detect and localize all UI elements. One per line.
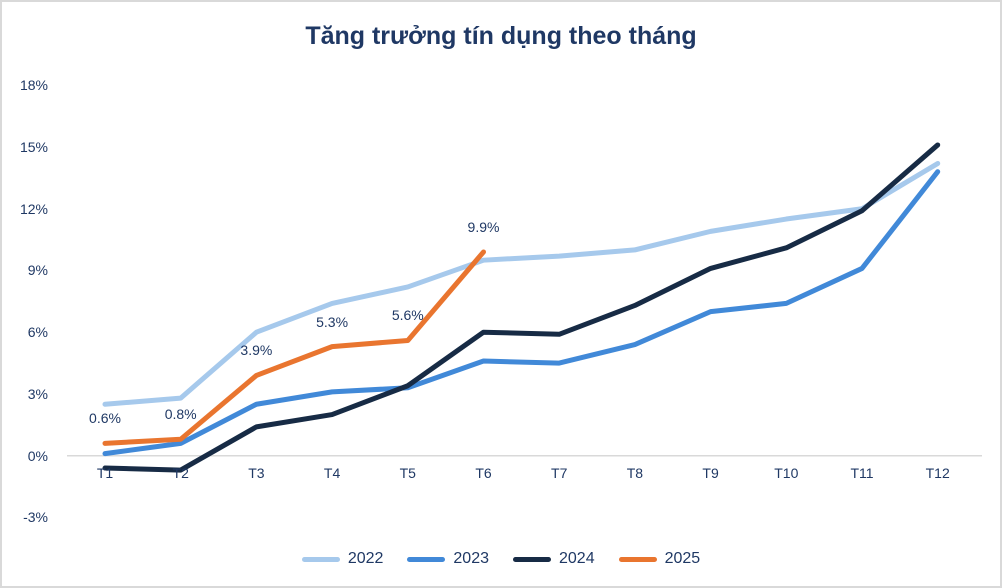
series-line-2024: [102, 142, 941, 473]
x-tick-label: T4: [323, 465, 341, 481]
y-tick-label: 18%: [19, 77, 48, 94]
legend-item-2023: 2023: [407, 550, 489, 568]
legend-label-2025: 2025: [664, 550, 701, 567]
x-tick-label: T3: [248, 465, 265, 481]
data-label: 5.6%: [391, 307, 424, 324]
legend-item-2025: 2025: [618, 550, 701, 568]
y-tick-label: -3%: [23, 509, 48, 526]
x-tick-label: T8: [626, 465, 644, 481]
data-label: 0.6%: [89, 410, 121, 427]
y-tick-label: 9%: [27, 262, 48, 279]
series-line-2025: [102, 249, 486, 446]
chart-title: Tăng trưởng tín dụng theo tháng: [305, 22, 697, 50]
legend-item-2024: 2024: [513, 550, 595, 568]
legend-swatch-2025: [618, 556, 657, 562]
y-tick-label: 12%: [19, 200, 48, 217]
legend-label-2024: 2024: [559, 550, 595, 567]
x-tick-label: T5: [399, 465, 416, 481]
legend-swatch-2024: [513, 556, 551, 562]
x-tick-label: T2: [172, 465, 189, 481]
data-label: 3.9%: [240, 342, 273, 359]
x-tick-label: T11: [850, 465, 874, 481]
y-tick-label: 6%: [27, 324, 48, 341]
legend-label-2022: 2022: [347, 550, 384, 567]
x-tick-label: T1: [96, 465, 114, 481]
x-tick-label: T9: [702, 465, 719, 481]
legend-swatch-2023: [407, 556, 446, 562]
data-label: 9.9%: [467, 218, 500, 235]
legend-swatch-2022: [301, 556, 340, 562]
data-label: 0.8%: [164, 406, 197, 423]
series-line-2022: [102, 160, 941, 407]
legend-label-2023: 2023: [453, 550, 489, 567]
legend-item-2022: 2022: [301, 550, 384, 568]
series-line-2023: [102, 169, 941, 457]
x-tick-label: T10: [774, 465, 799, 481]
legend: 2022 2023 2024 2025: [2, 549, 1000, 569]
x-tick-label: T12: [925, 465, 950, 481]
y-tick-label: 3%: [27, 385, 48, 402]
y-tick-label: 0%: [27, 447, 48, 464]
y-tick-label: 15%: [19, 139, 48, 155]
x-tick-label: T7: [551, 465, 568, 481]
data-label: 5.3%: [316, 313, 349, 330]
x-tick-label: T6: [475, 465, 492, 481]
